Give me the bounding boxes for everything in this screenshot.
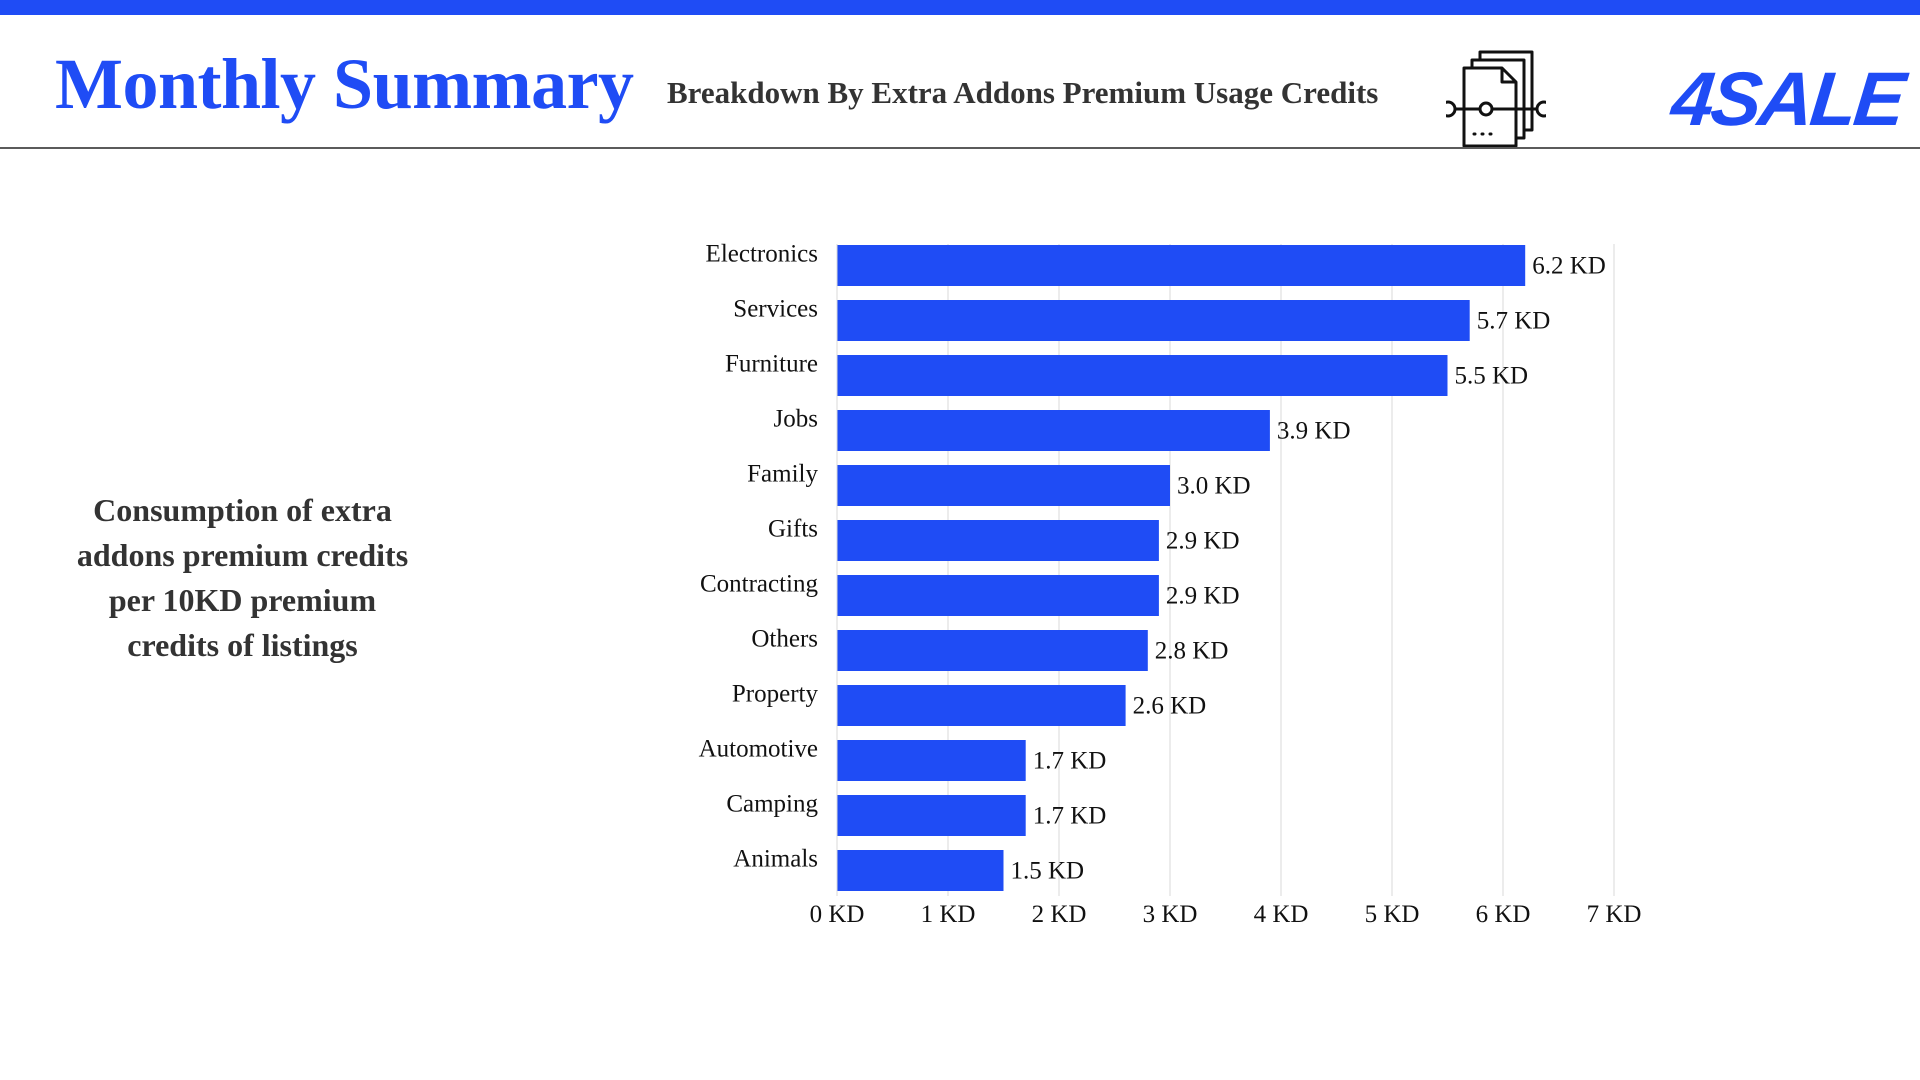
bar [837,300,1470,341]
category-label: Family [747,461,818,488]
x-tick-label: 1 KD [921,901,976,928]
category-label: Services [733,296,818,323]
category-label: Animals [733,846,818,873]
x-tick-label: 7 KD [1587,901,1642,928]
bar [837,410,1270,451]
data-label: 2.8 KD [1155,638,1229,665]
data-label: 5.7 KD [1477,308,1551,335]
category-label: Camping [726,791,818,818]
bar [837,685,1126,726]
data-label: 1.7 KD [1033,748,1107,775]
chart-description: Consumption of extra addons premium cred… [76,492,409,663]
data-label: 3.9 KD [1277,418,1351,445]
x-tick-label: 6 KD [1476,901,1531,928]
category-label: Automotive [699,736,818,763]
bar [837,520,1159,561]
bar [837,245,1526,286]
x-tick-label: 3 KD [1143,901,1198,928]
bar [837,630,1148,671]
data-label: 2.9 KD [1166,528,1240,555]
category-label: Gifts [768,516,818,543]
bar [837,465,1170,506]
page-title: Monthly Summary [55,44,634,124]
category-label: Contracting [700,571,819,598]
top-accent-bar [0,0,1920,15]
x-tick-label: 0 KD [810,901,865,928]
category-label: Others [751,626,818,653]
category-label: Property [732,681,819,708]
data-label: 2.9 KD [1166,583,1240,610]
header: Monthly Summary Breakdown By Extra Addon… [0,15,1920,148]
category-label: Furniture [725,351,818,378]
x-tick-label: 4 KD [1254,901,1309,928]
data-label: 2.6 KD [1133,693,1207,720]
data-label: 1.5 KD [1011,858,1085,885]
documents-icon [1446,50,1546,148]
bar [837,575,1159,616]
category-label: Electronics [706,241,818,268]
data-label: 6.2 KD [1532,253,1606,280]
bar [837,355,1448,396]
page-subtitle: Breakdown By Extra Addons Premium Usage … [667,75,1379,110]
data-label: 3.0 KD [1177,473,1251,500]
category-label: Jobs [774,406,818,433]
data-label: 5.5 KD [1455,363,1529,390]
bar [837,795,1026,836]
x-tick-label: 5 KD [1365,901,1420,928]
bar [837,850,1004,891]
header-divider [0,147,1920,149]
x-tick-label: 2 KD [1032,901,1087,928]
data-label: 1.7 KD [1033,803,1107,830]
bar [837,740,1026,781]
